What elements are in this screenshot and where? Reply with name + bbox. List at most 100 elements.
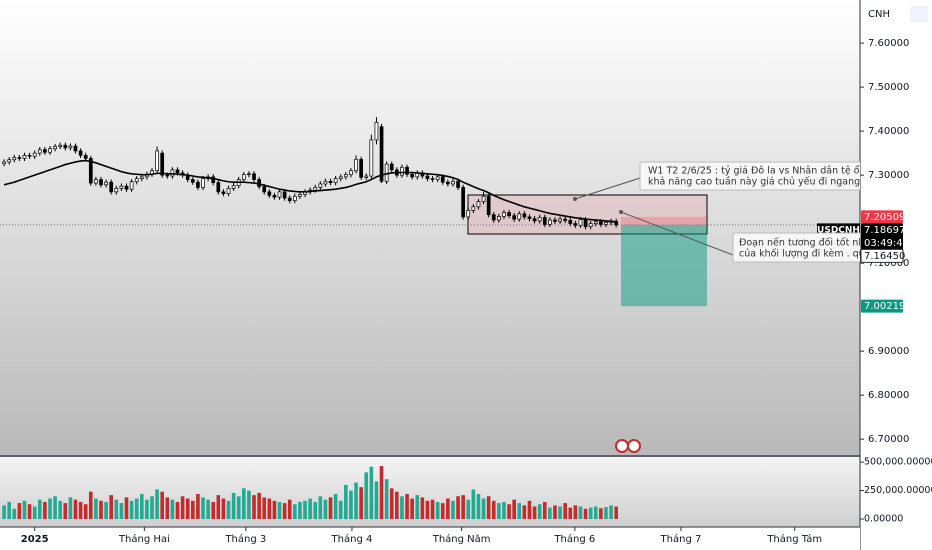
volume-bar (389, 488, 394, 520)
candle-body (313, 187, 318, 191)
candle-body (542, 217, 547, 225)
volume-bar (88, 491, 93, 520)
volume-bar (99, 500, 103, 520)
candle-body (491, 214, 496, 221)
volume-bar (252, 495, 256, 520)
candle-body (537, 217, 542, 222)
volume-bar (211, 501, 216, 520)
x-tick-label: Tháng 4 (331, 533, 373, 545)
candle-body (155, 150, 159, 172)
candle-body (359, 158, 363, 178)
volume-bar (185, 498, 190, 520)
volume-bar (476, 493, 481, 520)
volume-bar (558, 506, 562, 520)
volume-bar (140, 493, 144, 520)
candle-body (517, 213, 522, 220)
x-tick-label: 2025 (21, 534, 49, 545)
x-tick-label: Tháng 6 (553, 533, 595, 545)
candle-body (502, 212, 506, 217)
callout-text: Đoạn nến tương đối tốt nhưng (739, 238, 882, 249)
volume-bar (354, 482, 358, 520)
y-tick-label: 6.90000 (868, 346, 909, 357)
volume-bar (308, 498, 312, 520)
x-tick-label: Tháng 3 (224, 533, 266, 545)
volume-bar (583, 508, 588, 520)
candle-body (43, 149, 47, 153)
volume-bar (435, 501, 440, 520)
candle-body (384, 163, 389, 182)
candle-body (553, 219, 557, 222)
volume-bar (415, 495, 420, 520)
volume-bar (532, 506, 537, 520)
volume-bar (303, 500, 307, 520)
volume-bar (400, 496, 404, 520)
candle-body (94, 179, 98, 184)
volume-bar (349, 490, 353, 520)
axis-button[interactable] (910, 6, 928, 22)
y-tick-label: 6.80000 (868, 390, 909, 401)
volume-bar (272, 500, 277, 520)
candle-body (578, 219, 583, 226)
volume-bar (364, 472, 369, 520)
candle-body (593, 221, 598, 224)
symbol-label: USDCNH (817, 225, 860, 235)
volume-bar (512, 499, 516, 520)
volume-bar (114, 499, 119, 520)
volume-bar (22, 500, 27, 520)
volume-bar (129, 500, 134, 520)
volume-bar (27, 504, 32, 520)
volume-bar (231, 492, 236, 520)
volume-bar (471, 489, 476, 520)
volume-bar (150, 496, 154, 520)
volume-bar (94, 498, 98, 520)
volume-bar (160, 491, 165, 520)
volume-bar (216, 495, 221, 520)
volume-bar (17, 503, 22, 520)
candle-body (349, 170, 353, 176)
volume-bar (323, 499, 328, 520)
volume-bar (109, 495, 113, 520)
plot-background (0, 0, 860, 455)
volume-bar (145, 499, 149, 520)
volume-bar (369, 466, 374, 520)
price-label-box (861, 210, 903, 224)
callout-dot (573, 197, 577, 201)
volume-bar (379, 466, 384, 520)
candle-body (486, 195, 491, 216)
volume-bar (247, 490, 251, 520)
volume-bar (201, 497, 205, 520)
volume-bar (440, 503, 445, 520)
volume-bar (609, 505, 613, 520)
volume-bar (293, 504, 297, 520)
volume-bar (43, 501, 47, 520)
currency-label: CNH (868, 9, 890, 20)
event-icon[interactable] (627, 439, 641, 453)
candle-body (430, 178, 435, 180)
candle-body (318, 183, 323, 188)
event-icon[interactable] (615, 439, 629, 453)
candle-body (165, 174, 170, 177)
candle-body (451, 180, 455, 185)
candle-body (139, 176, 144, 180)
moving-average-line (3, 159, 617, 223)
volume-bar (338, 500, 343, 520)
stop-zone (621, 216, 707, 225)
y-tick-label: 250,000.00000 (864, 485, 932, 496)
candle-body (104, 181, 108, 186)
y-tick-label: 7.40000 (868, 126, 909, 137)
volume-bar (48, 498, 52, 520)
candle-body (379, 126, 384, 182)
candle-body (440, 176, 445, 183)
price-label: 7.20509 (864, 212, 905, 223)
y-tick-label: 0.00000 (864, 514, 903, 525)
candle-body (27, 154, 32, 157)
volume-bar (568, 507, 573, 520)
volume-bar (604, 507, 608, 520)
candle-body (53, 146, 57, 150)
y-tick-label: 7.30000 (868, 170, 909, 181)
candle-body (99, 179, 103, 186)
candle-body (588, 223, 593, 227)
volume-bar (63, 503, 68, 520)
volume-bar (517, 503, 522, 520)
